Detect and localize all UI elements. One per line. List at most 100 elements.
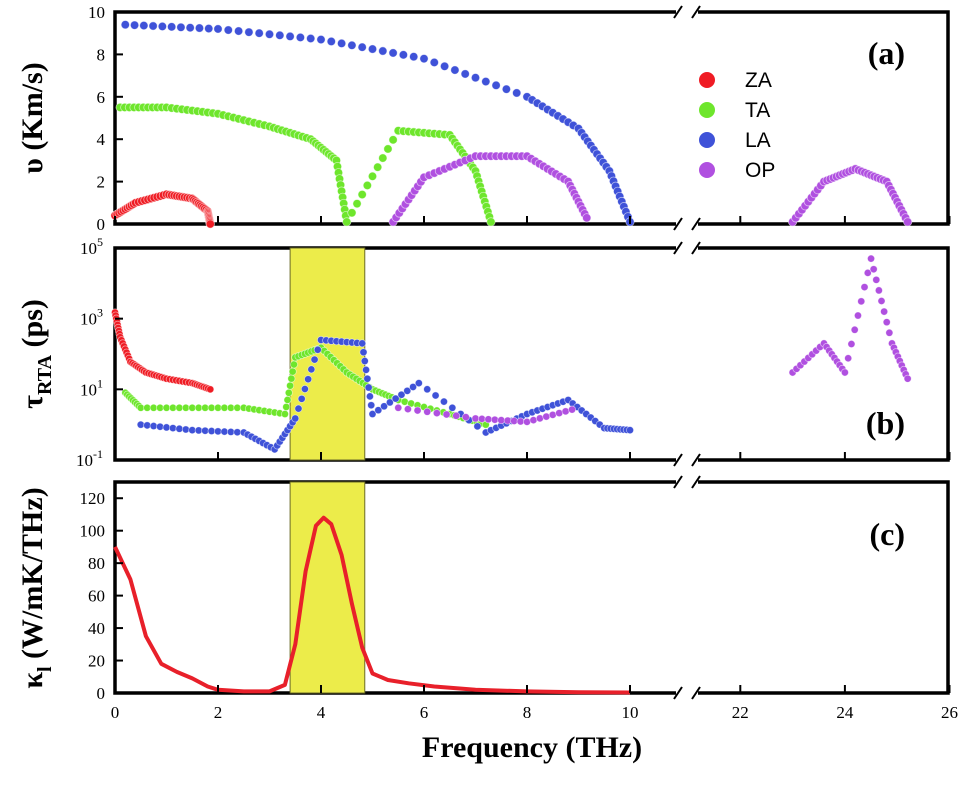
point-a-LA <box>398 50 408 60</box>
point-b-LA <box>403 386 412 395</box>
legend-marker-OP <box>699 162 715 178</box>
point-b-LA <box>374 406 383 415</box>
xtick-label: 26 <box>941 703 958 722</box>
point-a-LA <box>512 88 522 98</box>
axis-break-slash <box>691 453 701 467</box>
ytick-label-a: 0 <box>97 215 106 234</box>
point-b-LA <box>307 365 316 374</box>
series-b-ZA <box>111 308 215 394</box>
ytick-label-c: 80 <box>88 554 105 573</box>
point-b-TA <box>286 381 295 390</box>
point-b-TA <box>290 360 298 369</box>
series-b-LA <box>136 335 634 454</box>
legend-label-TA: TA <box>745 99 770 122</box>
panel-c-data <box>113 515 631 695</box>
panel-a-frame <box>113 10 950 226</box>
point-b-OP <box>542 412 551 421</box>
point-a-TA <box>362 180 372 191</box>
panel-c-frame <box>113 480 950 695</box>
point-b-OP <box>568 405 577 414</box>
point-a-LA <box>167 22 177 32</box>
point-b-LA <box>365 392 374 401</box>
ytick-label-b: 105 <box>80 235 103 258</box>
point-a-ZA <box>205 219 215 229</box>
xtick-label: 24 <box>836 703 854 722</box>
series-b-OP <box>394 254 912 426</box>
ytick-label-c: 60 <box>88 587 105 606</box>
ytick-label-b: 103 <box>80 306 103 329</box>
point-a-LA <box>213 24 223 34</box>
point-a-TA <box>352 199 362 209</box>
point-b-TA <box>281 410 289 418</box>
point-a-LA <box>194 23 205 33</box>
point-a-LA <box>295 32 305 43</box>
point-b-LA <box>409 383 418 391</box>
point-b-LA <box>431 391 440 400</box>
panel-b-data <box>111 254 912 454</box>
ytick-label-c: 0 <box>97 684 106 703</box>
point-a-LA <box>378 46 388 56</box>
point-a-TA <box>378 153 388 163</box>
point-a-LA <box>470 73 481 83</box>
point-a-LA <box>185 23 195 33</box>
point-b-LA <box>304 375 313 384</box>
point-b-LA <box>313 345 322 354</box>
series-a-ZA <box>110 189 215 229</box>
ytick-label-a: 10 <box>88 3 105 22</box>
series-a-LA <box>120 20 635 227</box>
point-b-LA <box>168 424 177 433</box>
point-b-OP <box>394 403 403 412</box>
point-b-LA <box>391 394 400 403</box>
xtick-label: 6 <box>420 703 429 722</box>
axes-frames <box>113 10 950 695</box>
point-a-LA <box>450 65 460 75</box>
point-b-OP <box>872 275 881 284</box>
axis-break-slash <box>691 217 701 231</box>
point-b-OP <box>857 297 866 306</box>
point-b-OP <box>844 354 853 363</box>
panel-b-frame <box>113 246 950 462</box>
point-a-LA <box>223 25 233 35</box>
point-a-TA <box>357 189 367 200</box>
ytick-label-b: 10-1 <box>76 447 103 470</box>
point-b-OP <box>561 407 570 416</box>
point-a-LA <box>357 42 367 52</box>
point-a-LA <box>491 80 501 90</box>
point-b-TA <box>282 403 291 411</box>
point-b-LA <box>414 379 423 388</box>
point-b-OP <box>423 407 432 416</box>
point-b-OP <box>863 268 872 277</box>
point-b-OP <box>442 410 451 419</box>
point-b-OP <box>840 368 849 377</box>
point-a-TA <box>347 208 357 218</box>
axis-break-slash <box>691 686 701 700</box>
axis-break-gap <box>676 219 698 229</box>
point-b-TA <box>283 395 292 404</box>
point-b-TA <box>284 388 293 397</box>
point-b-OP <box>535 414 544 423</box>
ytick-label-c: 20 <box>88 652 105 671</box>
point-a-OP <box>903 217 913 227</box>
point-b-LA <box>367 401 376 410</box>
ytick-label-a: 2 <box>97 173 106 192</box>
point-b-OP <box>523 417 531 426</box>
ylabel-a: υ (Km/s) <box>16 62 49 173</box>
point-a-LA <box>481 76 491 87</box>
point-b-LA <box>368 410 377 418</box>
point-b-OP <box>403 405 412 414</box>
axis-break-slash <box>673 475 683 489</box>
point-b-TA <box>287 374 296 383</box>
ytick-label-c: 100 <box>80 522 106 541</box>
point-b-LA <box>363 374 372 383</box>
xtick-label: 10 <box>622 703 639 722</box>
point-b-OP <box>548 410 557 419</box>
point-b-LA <box>448 403 457 412</box>
point-b-LA <box>300 385 309 393</box>
point-b-LA <box>473 422 482 431</box>
point-b-LA <box>359 348 368 357</box>
point-a-LA <box>254 28 264 38</box>
point-b-OP <box>880 307 889 316</box>
axis-break-marks <box>673 5 701 700</box>
legend-label-LA: LA <box>745 129 771 152</box>
